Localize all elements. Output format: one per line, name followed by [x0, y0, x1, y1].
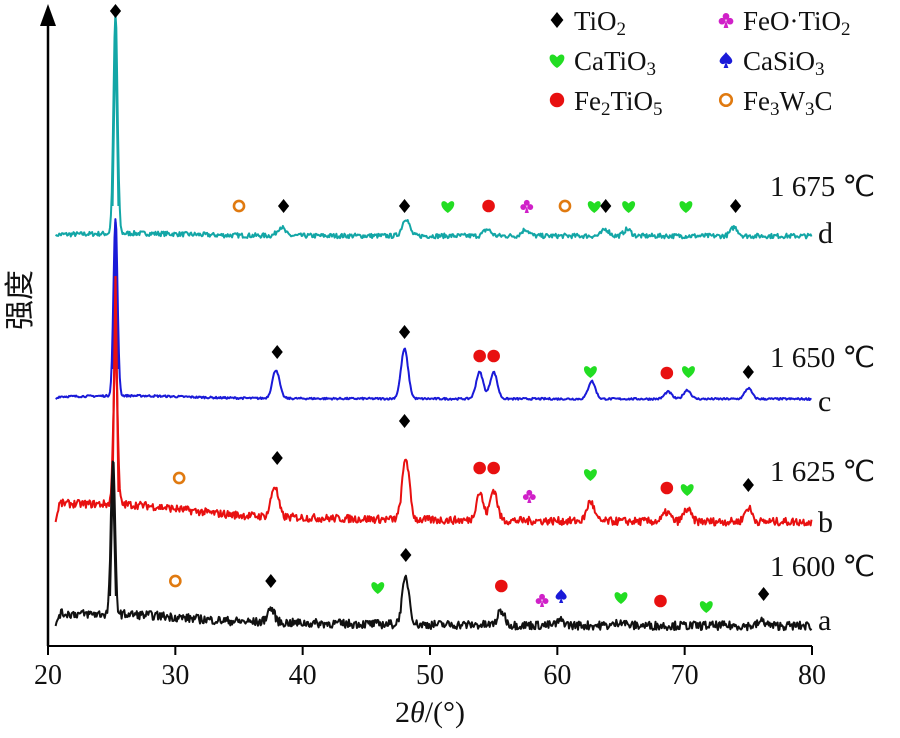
- trace-a: [54, 460, 813, 632]
- legend-catio3-icon: [549, 54, 565, 68]
- marker-fe2tio5-trace-a: [495, 579, 508, 593]
- marker-tio2-trace-d: [730, 199, 742, 213]
- marker-tio2-trace-b: [271, 451, 283, 465]
- marker-catio3-trace-d: [622, 201, 636, 213]
- legend-catio3-label: CaTiO3: [574, 46, 656, 80]
- legend-fe3w3c-icon: [718, 92, 734, 108]
- marker-catio3-trace-c: [682, 366, 695, 378]
- marker-fe2tio5-trace-d: [482, 199, 495, 213]
- x-tick-label: 80: [798, 660, 826, 691]
- trace-letter-b: b: [818, 506, 833, 539]
- marker-fe3w3c-trace-a: [168, 574, 182, 588]
- marker-tio2-trace-a: [265, 574, 277, 588]
- marker-catio3-trace-c: [583, 366, 597, 378]
- legend-tio2-icon: [550, 12, 564, 28]
- legend-feotio2-label: FeO·TiO2: [743, 6, 851, 40]
- x-tick-label: 30: [161, 660, 189, 691]
- legend-feotio2-icon: [718, 13, 734, 28]
- marker-fe2tio5-trace-c: [660, 366, 674, 380]
- marker-feotio2-trace-a: [535, 593, 549, 607]
- marker-fe3w3c-trace-d: [558, 199, 572, 213]
- legend-tio2-label: TiO2: [574, 6, 626, 40]
- trace-labels: 1 675 ℃ d 1 650 ℃ c 1 625 ℃ b 1 600 ℃ a: [770, 171, 875, 637]
- x-tick-label: 40: [289, 660, 317, 691]
- marker-tio2-trace-d: [109, 4, 122, 18]
- marker-tio2-trace-d: [600, 199, 612, 213]
- marker-fe2tio5-trace-b: [660, 481, 674, 495]
- temperature-label-a: 1 600 ℃: [770, 551, 875, 583]
- y-axis-arrow: [40, 4, 56, 26]
- temperature-label-d: 1 675 ℃: [770, 171, 875, 203]
- x-axis-title: 2θ/(°): [395, 696, 465, 729]
- marker-fe2tio5-trace-b: [487, 461, 500, 475]
- marker-tio2-trace-c: [271, 345, 283, 359]
- x-tick-label: 70: [671, 660, 699, 691]
- legend-casio3-label: CaSiO3: [743, 46, 825, 80]
- marker-tio2-trace-d: [398, 199, 411, 213]
- marker-tio2-trace-b: [398, 414, 411, 428]
- trace-letter-d: d: [818, 217, 833, 250]
- marker-tio2-trace-a: [400, 548, 412, 562]
- trace-d: [54, 12, 813, 240]
- marker-fe2tio5-trace-c: [487, 349, 500, 363]
- marker-tio2-trace-d: [277, 199, 290, 213]
- legend-fe2tio5-label: Fe2TiO5: [574, 86, 663, 120]
- trace-d-main-peak: [111, 21, 120, 207]
- x-tick-label: 20: [34, 660, 62, 691]
- marker-catio3-trace-d: [679, 201, 693, 213]
- axes: [40, 4, 812, 647]
- legend: TiO2 FeO·TiO2 CaTiO3 CaSiO3 Fe2TiO5 Fe3W3C: [549, 6, 851, 120]
- x-ticks: 20 30 40 50 60 70 80: [34, 646, 826, 691]
- marker-tio2-trace-b: [742, 478, 754, 492]
- marker-catio3-trace-b: [583, 469, 597, 481]
- marker-fe3w3c-trace-d: [232, 199, 246, 213]
- marker-fe2tio5-trace-b: [473, 461, 486, 475]
- marker-layer: [109, 4, 770, 613]
- y-axis-title: 强度: [4, 270, 37, 330]
- x-tick-label: 60: [543, 660, 571, 691]
- trace-letter-a: a: [818, 604, 831, 637]
- marker-tio2-trace-a: [758, 587, 770, 601]
- trace-letter-c: c: [818, 385, 831, 418]
- marker-catio3-trace-d: [441, 201, 455, 213]
- marker-fe3w3c-trace-b: [172, 471, 186, 485]
- legend-fe3w3c-label: Fe3W3C: [743, 86, 833, 120]
- temperature-label-b: 1 625 ℃: [770, 456, 875, 488]
- marker-catio3-trace-a: [699, 601, 713, 613]
- trace-b: [54, 352, 813, 527]
- temperature-label-c: 1 650 ℃: [770, 342, 875, 374]
- trace-a-main-peak: [108, 468, 118, 597]
- marker-tio2-trace-c: [398, 325, 411, 339]
- trace-c: [55, 218, 812, 401]
- marker-fe2tio5-trace-a: [654, 594, 667, 608]
- legend-casio3-icon: [719, 52, 733, 68]
- marker-fe2tio5-trace-c: [473, 349, 486, 363]
- marker-catio3-trace-d: [587, 201, 601, 213]
- marker-catio3-trace-a: [371, 582, 385, 594]
- marker-tio2-trace-c: [742, 365, 754, 379]
- x-tick-label: 50: [416, 660, 444, 691]
- marker-feotio2-trace-d: [520, 199, 534, 213]
- trace-layer: [54, 12, 813, 632]
- marker-catio3-trace-a: [614, 592, 628, 604]
- legend-fe2tio5-icon: [549, 92, 565, 108]
- trace-c-main-peak: [111, 221, 120, 370]
- marker-catio3-trace-b: [680, 484, 694, 496]
- marker-feotio2-trace-b: [522, 489, 536, 503]
- trace-b-main-peak: [111, 275, 120, 493]
- marker-casio3-trace-a: [555, 589, 567, 603]
